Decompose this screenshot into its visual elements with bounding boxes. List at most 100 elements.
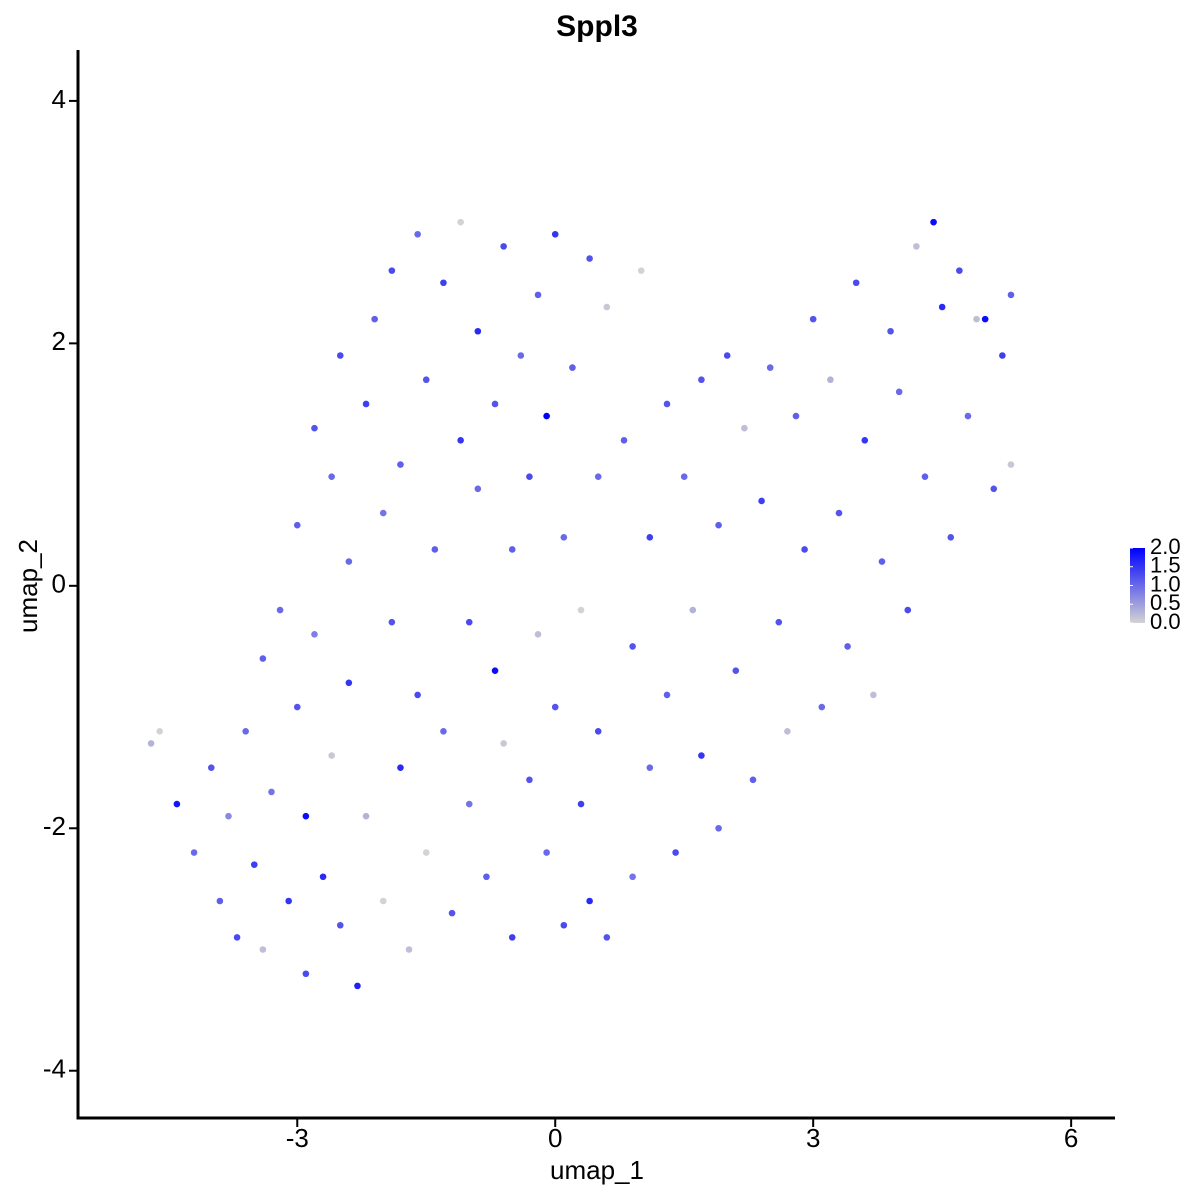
point — [328, 473, 335, 481]
point — [732, 667, 740, 674]
point — [921, 473, 929, 481]
point — [207, 764, 215, 771]
point — [586, 897, 593, 905]
colorbar-label: 1.5 — [1150, 553, 1181, 578]
point — [431, 546, 439, 553]
point — [388, 618, 396, 626]
point — [835, 509, 843, 517]
point — [483, 873, 490, 881]
point — [1007, 461, 1015, 468]
point — [646, 764, 654, 771]
colorbar — [1130, 548, 1145, 623]
point — [749, 776, 757, 784]
y-axis-label: umap_2 — [13, 539, 43, 633]
point — [500, 243, 507, 250]
point — [663, 691, 671, 699]
point — [698, 376, 705, 384]
colorbar-label: 0.0 — [1150, 609, 1181, 634]
point — [259, 946, 267, 953]
point — [474, 485, 482, 493]
point — [766, 364, 774, 371]
point — [715, 824, 722, 832]
point — [620, 437, 628, 444]
point — [904, 606, 912, 614]
point — [534, 631, 542, 638]
point — [414, 691, 421, 699]
point — [577, 606, 585, 614]
point — [818, 703, 826, 711]
point — [973, 315, 980, 323]
point — [569, 364, 576, 371]
point — [930, 218, 937, 226]
point — [698, 752, 705, 759]
point — [345, 679, 353, 687]
point — [1007, 291, 1015, 299]
point — [173, 800, 181, 808]
point — [474, 327, 482, 335]
point — [225, 812, 232, 820]
y-tick-label: -4 — [43, 1054, 66, 1084]
point — [999, 352, 1006, 359]
point — [293, 703, 301, 711]
point — [715, 521, 722, 529]
point — [440, 727, 447, 735]
point — [388, 267, 396, 274]
point — [990, 485, 998, 493]
point — [311, 631, 318, 638]
point — [629, 873, 636, 881]
point — [758, 497, 765, 505]
point — [500, 740, 507, 747]
point — [422, 849, 430, 856]
point — [672, 849, 679, 856]
point — [508, 546, 516, 553]
x-axis-label: umap_1 — [550, 1155, 644, 1185]
point — [156, 727, 163, 735]
point — [302, 970, 310, 978]
point — [680, 473, 688, 481]
point — [637, 267, 645, 274]
point — [285, 897, 292, 905]
point — [259, 655, 267, 662]
point — [354, 982, 361, 990]
point — [861, 437, 869, 444]
colorbar-label: 1.0 — [1150, 571, 1181, 596]
point — [663, 400, 671, 408]
point — [560, 534, 568, 541]
point — [250, 861, 258, 868]
point — [809, 315, 817, 323]
point — [328, 752, 335, 759]
x-tick-label: 6 — [1064, 1123, 1078, 1153]
point — [801, 546, 808, 553]
point — [878, 558, 886, 565]
chart-title: Sppl3 — [556, 10, 638, 43]
x-tick-label: 0 — [548, 1123, 562, 1153]
point — [319, 873, 327, 881]
point — [216, 897, 224, 905]
colorbar-label: 0.5 — [1150, 590, 1181, 615]
point — [336, 352, 344, 359]
y-tick-label: 0 — [52, 569, 66, 599]
point — [457, 437, 464, 444]
point — [603, 303, 611, 311]
point — [689, 606, 697, 614]
point — [543, 849, 550, 856]
point — [560, 921, 568, 929]
point — [887, 327, 894, 335]
point — [242, 727, 249, 735]
point — [276, 606, 284, 614]
point — [491, 667, 499, 674]
point — [379, 509, 387, 517]
x-tick-label: -3 — [286, 1123, 309, 1153]
point — [526, 473, 533, 481]
point — [440, 279, 447, 287]
point — [844, 643, 851, 650]
point — [629, 643, 636, 650]
point — [870, 691, 877, 699]
point — [543, 412, 550, 420]
point — [465, 618, 473, 626]
point — [784, 727, 791, 735]
point — [362, 812, 370, 820]
point — [646, 534, 654, 541]
point — [741, 424, 748, 432]
